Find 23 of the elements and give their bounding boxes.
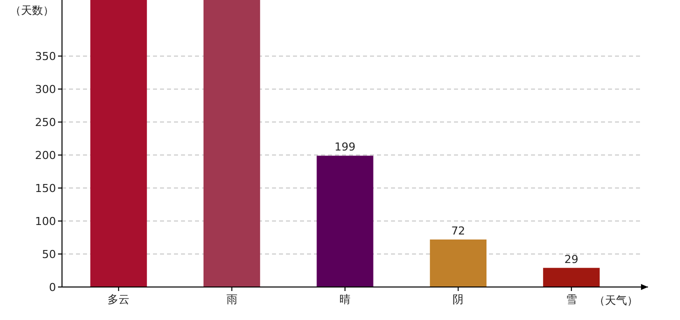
- x-tick-label: 雨: [226, 293, 238, 306]
- y-tick-label: 50: [42, 248, 56, 262]
- bar: [316, 156, 374, 287]
- x-tick-label: 雪: [566, 293, 577, 306]
- bar: [430, 239, 486, 287]
- bar: [90, 0, 147, 287]
- y-tick-label: 350: [35, 50, 56, 64]
- y-tick-label: 150: [35, 182, 56, 196]
- bar: [204, 0, 260, 287]
- x-tick-label: 晴: [340, 293, 350, 306]
- bar: [543, 268, 600, 287]
- y-axis-title: （天数）: [10, 4, 54, 17]
- data-label: 29: [564, 252, 578, 266]
- data-label: 199: [334, 140, 356, 154]
- y-tick-label: 300: [35, 83, 56, 96]
- x-tick-label: 多云: [108, 293, 130, 306]
- y-tick-label: 250: [35, 116, 56, 130]
- data-label: 72: [451, 224, 466, 238]
- y-tick-label: 200: [35, 149, 56, 162]
- x-axis-title: （天气）: [594, 294, 638, 307]
- x-tick-label: 阴: [452, 293, 464, 306]
- y-tick-label: 0: [49, 281, 56, 294]
- y-tick-label: 100: [35, 215, 56, 228]
